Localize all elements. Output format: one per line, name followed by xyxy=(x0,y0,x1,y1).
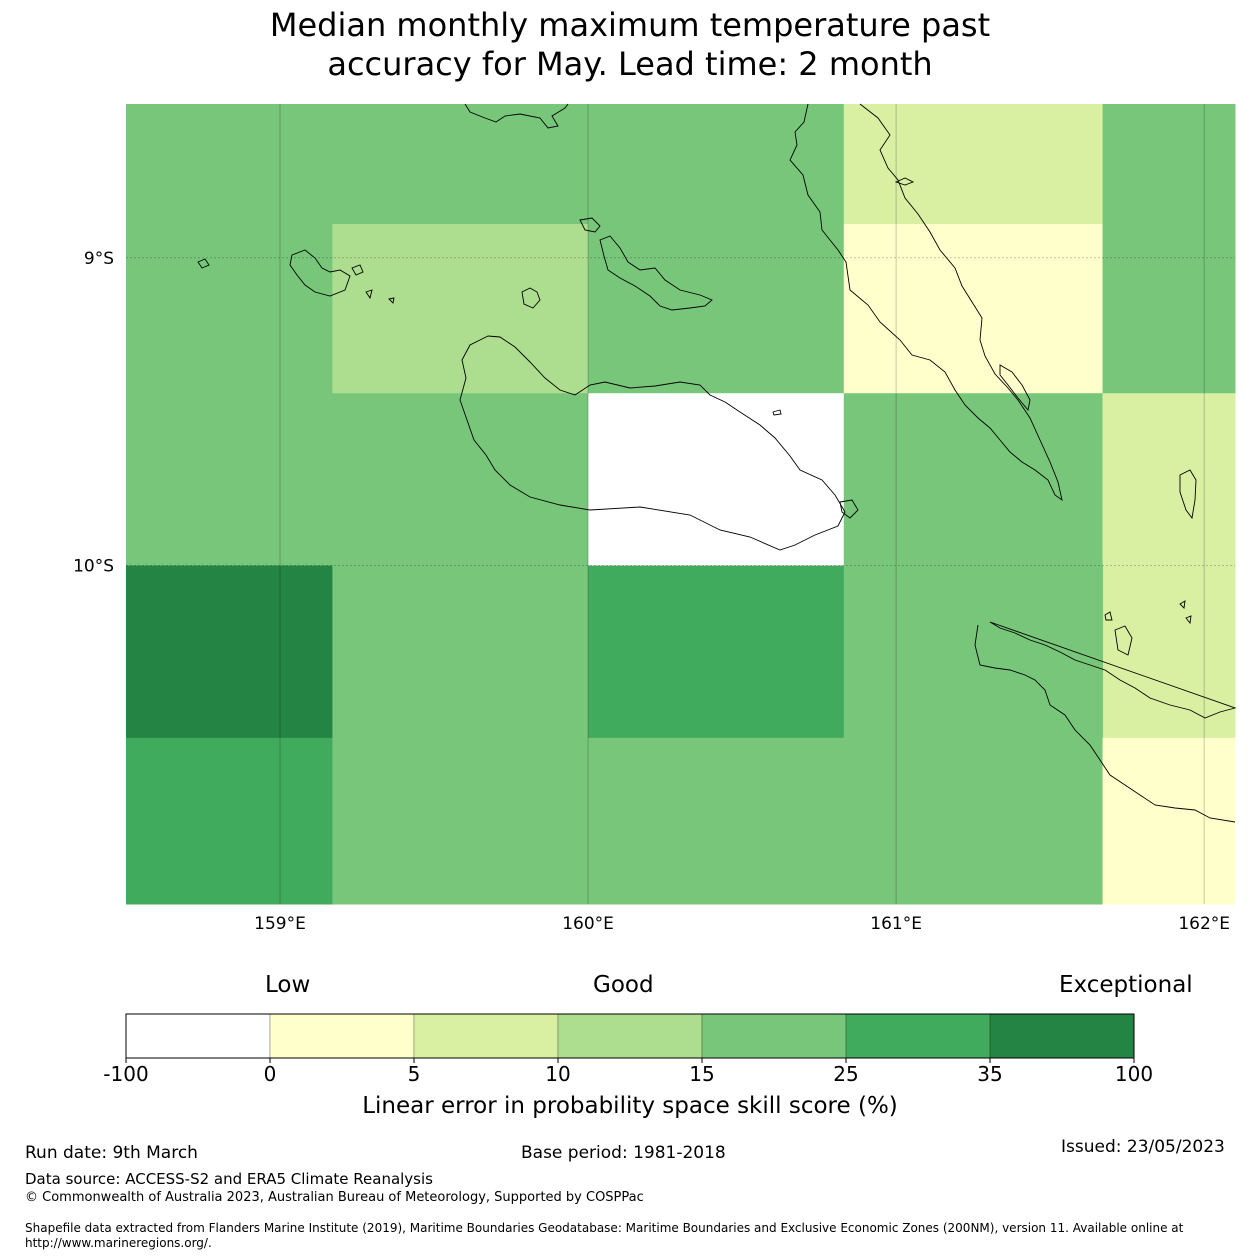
data-source: Data source: ACCESS-S2 and ERA5 Climate … xyxy=(25,1170,433,1188)
coastline-west-islet-4 xyxy=(388,297,395,304)
base-period: Base period: 1981-2018 xyxy=(521,1143,726,1163)
skill-cell xyxy=(1102,737,1236,905)
skill-cell xyxy=(588,565,845,739)
skill-cell xyxy=(588,737,845,905)
coastline-isabel-east xyxy=(999,364,1031,412)
skill-cell xyxy=(332,393,589,567)
colorbar-tick-label: 35 xyxy=(977,1062,1003,1086)
coastline-south-islet-1 xyxy=(1104,611,1113,621)
colorbar-tick-label: 10 xyxy=(545,1062,571,1086)
coastline-west-islet-1 xyxy=(197,258,210,269)
colorbar-swatch xyxy=(845,1013,991,1059)
skill-cell xyxy=(588,393,845,567)
coastline-south-islet-3 xyxy=(1185,615,1192,625)
colorbar-swatch xyxy=(269,1013,415,1059)
graticule xyxy=(126,104,1235,904)
issued-date: Issued: 23/05/2023 xyxy=(1061,1137,1225,1157)
lon-tick-label: 159°E xyxy=(254,914,306,934)
coastline-ulawa-island xyxy=(1179,469,1197,520)
skill-cell xyxy=(126,565,333,739)
coastline-west-islet-2 xyxy=(351,264,364,276)
skill-cell xyxy=(126,737,333,905)
colorbar-swatch xyxy=(413,1013,559,1059)
skill-cell xyxy=(588,104,845,394)
legend-category-exceptional: Exceptional xyxy=(1059,972,1193,998)
colorbar-swatch xyxy=(557,1013,703,1059)
lon-tick-label: 162°E xyxy=(1178,914,1230,934)
coastline-santa-isabel xyxy=(789,103,1063,502)
legend-category-good: Good xyxy=(593,972,654,998)
coastline-savo xyxy=(521,287,541,309)
map-title: Median monthly maximum temperature past … xyxy=(0,6,1260,84)
coastline-guadalcanal-islet xyxy=(772,409,782,416)
coastline-russell-islands xyxy=(289,249,351,297)
colorbar-tick-label: 5 xyxy=(407,1062,421,1086)
colorbar-border xyxy=(125,1013,1135,1059)
skill-cell xyxy=(843,224,1104,394)
skill-cell xyxy=(843,393,1104,567)
coastline-guadalcanal-tip xyxy=(839,499,859,519)
skill-cell xyxy=(843,104,1104,225)
skill-cell xyxy=(332,104,589,225)
coastline-ugi-island xyxy=(1114,625,1133,656)
axis-ticks: 159°E 160°E 161°E 162°E 9°S 10°S xyxy=(73,249,1230,934)
lon-tick-label: 161°E xyxy=(870,914,922,934)
run-date: Run date: 9th March xyxy=(25,1143,198,1163)
coastline-west-islet-3 xyxy=(365,289,373,300)
title-line-1: Median monthly maximum temperature past xyxy=(269,6,991,44)
skill-cell xyxy=(1102,393,1236,739)
copyright: © Commonwealth of Australia 2023, Austra… xyxy=(25,1190,644,1205)
skill-cell xyxy=(126,104,333,567)
skill-cell xyxy=(332,565,589,905)
skill-cell xyxy=(332,224,589,394)
skill-grid xyxy=(126,104,1236,905)
coastline-south-islet-2 xyxy=(1179,600,1186,609)
coastline-isabel-islet xyxy=(894,177,915,186)
colorbar-label: Linear error in probability space skill … xyxy=(362,1093,898,1119)
title-line-2: accuracy for May. Lead time: 2 month xyxy=(327,45,933,83)
coastline-north-islands xyxy=(464,103,569,129)
lat-tick-label: 10°S xyxy=(73,557,114,577)
lat-tick-label: 9°S xyxy=(84,249,114,269)
skill-cell xyxy=(1102,104,1236,394)
coastline-florida-islands xyxy=(599,235,713,311)
coastline-makira xyxy=(974,621,1237,823)
skill-cell xyxy=(843,565,1104,905)
colorbar-tick-label: 100 xyxy=(1114,1062,1154,1086)
coastlines xyxy=(197,103,1237,823)
colorbar-tick-label: 25 xyxy=(833,1062,859,1086)
coastline-florida-north xyxy=(579,217,601,233)
shapefile-credit: Shapefile data extracted from Flanders M… xyxy=(25,1221,1184,1250)
legend-category-low: Low xyxy=(265,972,311,998)
colorbar-tick-label: 15 xyxy=(689,1062,715,1086)
colorbar-swatch xyxy=(701,1013,847,1059)
lon-tick-label: 160°E xyxy=(562,914,614,934)
colorbar-swatch xyxy=(125,1013,271,1059)
colorbar-tick-label: -100 xyxy=(103,1062,149,1086)
colorbar-tick-label: 0 xyxy=(263,1062,277,1086)
colorbar-swatch xyxy=(989,1013,1135,1059)
colorbar xyxy=(125,1013,1135,1063)
